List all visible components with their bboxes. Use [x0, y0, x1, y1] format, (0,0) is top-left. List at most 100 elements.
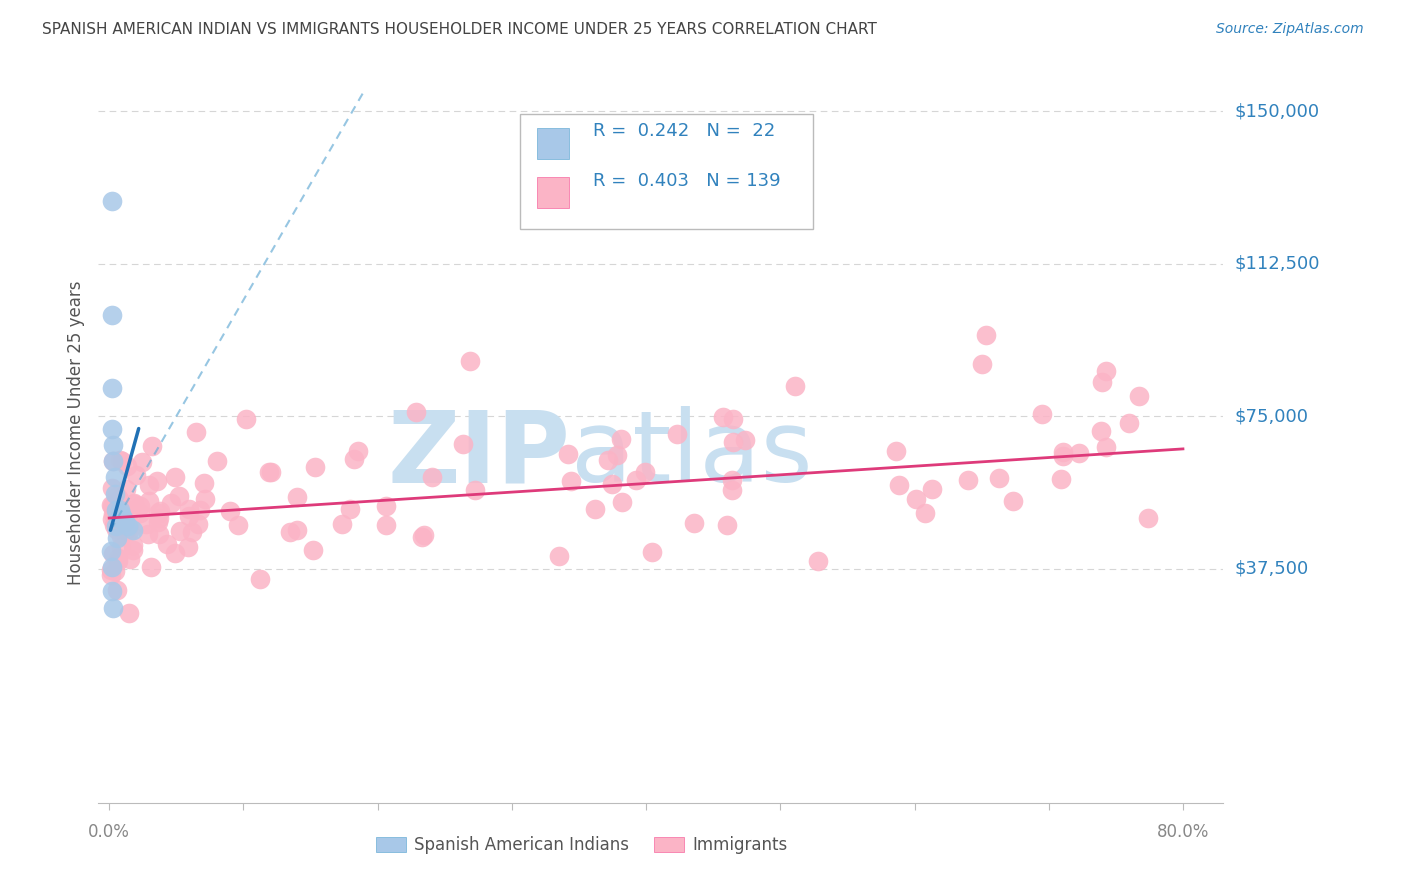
Point [136, 527, 159, 541]
Point [165, 470, 187, 484]
Point [101, 481, 124, 495]
Point [464, 483, 486, 497]
Point [103, 454, 125, 468]
Point [783, 379, 806, 393]
Point [148, 510, 170, 524]
Text: $75,000: $75,000 [1234, 408, 1309, 425]
Point [104, 519, 127, 533]
Point [105, 489, 128, 503]
Point [124, 467, 146, 482]
Point [100, 499, 122, 513]
Point [141, 559, 163, 574]
Point [624, 473, 647, 487]
Point [131, 455, 153, 469]
Point [110, 540, 132, 554]
Point [101, 508, 124, 522]
Point [111, 454, 134, 468]
Point [1050, 472, 1073, 486]
Point [887, 478, 910, 492]
FancyBboxPatch shape [537, 128, 568, 159]
Point [100, 512, 122, 526]
Point [249, 572, 271, 586]
Point [420, 469, 443, 483]
Point [107, 511, 129, 525]
Text: $150,000: $150,000 [1234, 103, 1319, 120]
Point [117, 519, 139, 533]
Point [118, 516, 141, 530]
Point [453, 436, 475, 450]
Point [612, 494, 634, 508]
Point [110, 500, 132, 514]
Point [987, 470, 1010, 484]
Point [721, 473, 744, 487]
Point [921, 482, 943, 496]
Point [156, 536, 179, 550]
Point [146, 506, 169, 520]
Point [1031, 407, 1053, 421]
Text: R =  0.403   N = 139: R = 0.403 N = 139 [593, 172, 780, 190]
Point [1002, 493, 1025, 508]
Point [114, 523, 136, 537]
Point [257, 465, 280, 479]
Point [347, 444, 370, 458]
Point [104, 523, 127, 537]
Point [634, 465, 657, 479]
Point [141, 439, 163, 453]
Point [160, 496, 183, 510]
Point [108, 511, 131, 525]
Point [103, 486, 125, 500]
Point [711, 409, 734, 424]
FancyBboxPatch shape [520, 114, 813, 229]
Point [122, 538, 145, 552]
Point [972, 357, 994, 371]
Point [1090, 424, 1112, 438]
Point [108, 491, 131, 506]
Point [914, 506, 936, 520]
Point [103, 517, 125, 532]
Point [117, 521, 139, 535]
Point [723, 412, 745, 426]
Point [103, 470, 125, 484]
Point [187, 517, 209, 532]
Point [124, 497, 146, 511]
Point [219, 504, 242, 518]
Point [609, 432, 631, 446]
Point [548, 549, 571, 563]
Text: Source: ZipAtlas.com: Source: ZipAtlas.com [1216, 22, 1364, 37]
Point [114, 515, 136, 529]
Point [721, 483, 744, 497]
Text: ZIP: ZIP [388, 407, 571, 503]
Point [122, 496, 145, 510]
Legend: Spanish American Indians, Immigrants: Spanish American Indians, Immigrants [370, 830, 794, 861]
Point [343, 452, 366, 467]
Point [1067, 446, 1090, 460]
Point [974, 328, 997, 343]
Point [411, 530, 433, 544]
Point [135, 517, 157, 532]
Point [108, 503, 131, 517]
Point [100, 543, 122, 558]
FancyBboxPatch shape [537, 178, 568, 209]
Point [107, 551, 129, 566]
Point [138, 493, 160, 508]
Point [1091, 375, 1114, 389]
Point [606, 448, 628, 462]
Point [596, 452, 619, 467]
Point [101, 584, 124, 599]
Point [193, 475, 215, 490]
Point [600, 476, 623, 491]
Point [100, 498, 122, 512]
Point [108, 504, 131, 518]
Point [104, 564, 127, 578]
Point [375, 518, 398, 533]
Point [111, 511, 134, 525]
Point [167, 489, 190, 503]
Point [260, 465, 283, 479]
Point [169, 524, 191, 538]
Point [375, 500, 398, 514]
Text: 0.0%: 0.0% [89, 823, 131, 841]
Point [884, 443, 907, 458]
Point [285, 490, 308, 504]
Point [235, 412, 257, 426]
Point [149, 504, 172, 518]
